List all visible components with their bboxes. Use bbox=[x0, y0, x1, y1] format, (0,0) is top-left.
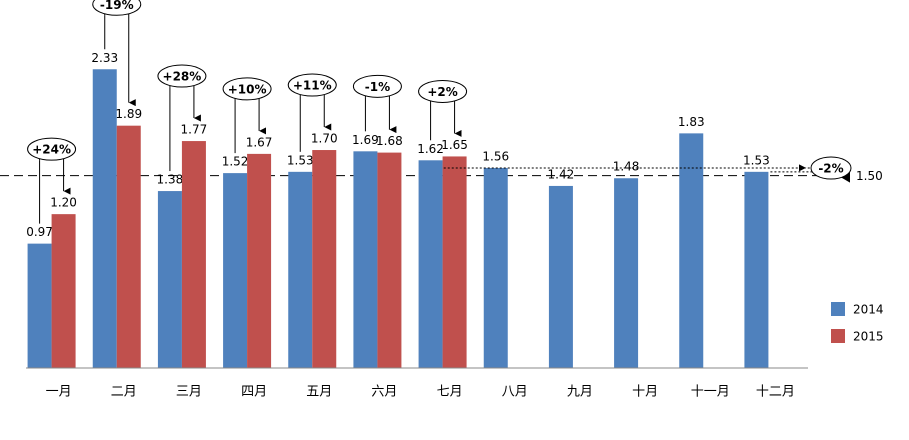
x-tick-label: 十月 bbox=[632, 385, 658, 400]
legend-label: 2015 bbox=[853, 330, 884, 344]
change-bubble bbox=[222, 77, 272, 101]
legend-swatch bbox=[831, 329, 845, 343]
bar bbox=[483, 167, 508, 368]
change-bubble bbox=[27, 137, 77, 161]
x-tick-label: 五月 bbox=[306, 385, 332, 400]
bar bbox=[548, 185, 573, 368]
legend-swatch bbox=[831, 302, 845, 316]
legend-label: 2014 bbox=[853, 303, 884, 317]
change-label: +28% bbox=[163, 70, 202, 84]
change-label: +11% bbox=[293, 79, 332, 93]
bar bbox=[223, 173, 248, 368]
bar bbox=[116, 125, 141, 368]
x-tick-label: 十二月 bbox=[756, 385, 795, 400]
value-label: 1.83 bbox=[678, 115, 705, 129]
change-bubble bbox=[418, 79, 468, 103]
x-tick-label: 二月 bbox=[111, 385, 137, 400]
x-tick-label: 八月 bbox=[502, 385, 528, 400]
bar bbox=[614, 178, 639, 368]
value-label: 1.20 bbox=[50, 196, 77, 210]
value-label: 1.53 bbox=[287, 153, 314, 167]
x-tick-label: 三月 bbox=[176, 385, 202, 400]
change-label: +10% bbox=[228, 82, 267, 96]
change-bubble bbox=[287, 73, 337, 97]
bar bbox=[377, 152, 402, 368]
value-label: 0.97 bbox=[26, 225, 53, 239]
change-label: +2% bbox=[427, 85, 457, 99]
value-label: 1.68 bbox=[376, 134, 403, 148]
change-bubble bbox=[92, 0, 142, 16]
bar bbox=[312, 150, 337, 368]
value-label: 1.77 bbox=[181, 123, 208, 137]
value-label: 1.52 bbox=[222, 155, 249, 169]
bar bbox=[27, 243, 52, 368]
change-bubble bbox=[810, 156, 852, 180]
value-label: 1.38 bbox=[157, 173, 184, 187]
x-tick-label: 四月 bbox=[241, 385, 267, 400]
bar bbox=[744, 171, 769, 368]
change-label: -19% bbox=[100, 0, 134, 12]
change-label: +24% bbox=[32, 143, 71, 157]
bar bbox=[51, 214, 76, 368]
bar bbox=[679, 133, 704, 368]
change-label: -1% bbox=[365, 80, 390, 94]
bar bbox=[247, 153, 272, 368]
change-bubble bbox=[157, 64, 207, 88]
value-label: 1.56 bbox=[482, 149, 509, 163]
bar bbox=[418, 160, 443, 368]
x-tick-label: 七月 bbox=[437, 385, 463, 400]
value-label: 2.33 bbox=[91, 51, 118, 65]
value-label: 1.48 bbox=[613, 160, 640, 174]
value-label: 1.67 bbox=[246, 135, 273, 149]
value-label: 1.53 bbox=[743, 153, 770, 167]
value-label: 1.62 bbox=[417, 142, 444, 156]
change-bubble bbox=[352, 74, 402, 98]
bar bbox=[288, 171, 313, 368]
value-label: 1.89 bbox=[115, 107, 142, 121]
x-tick-label: 十一月 bbox=[691, 385, 730, 400]
x-tick-label: 九月 bbox=[567, 385, 593, 400]
value-label: 1.65 bbox=[441, 138, 468, 152]
value-label: 1.69 bbox=[352, 133, 379, 147]
bar bbox=[92, 69, 117, 368]
bar bbox=[353, 151, 378, 368]
x-tick-label: 六月 bbox=[371, 385, 397, 400]
bar bbox=[181, 141, 206, 368]
value-label: 1.70 bbox=[311, 132, 338, 146]
reference-label: 1.50 bbox=[856, 169, 883, 183]
bar bbox=[157, 191, 182, 368]
x-tick-label: 一月 bbox=[46, 385, 72, 400]
change-label: -2% bbox=[818, 161, 843, 175]
bar bbox=[442, 156, 467, 368]
value-label: 1.42 bbox=[548, 167, 575, 181]
